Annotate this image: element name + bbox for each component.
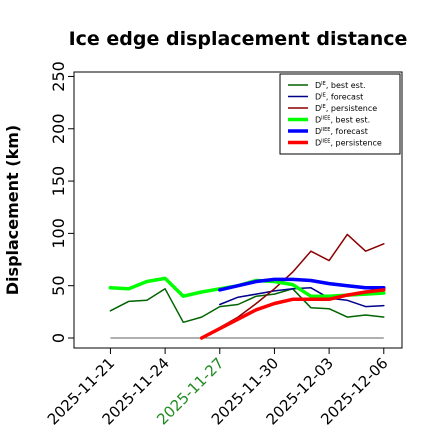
series-line (218, 277, 386, 292)
legend-entry: DIIEE, forecast (315, 127, 368, 136)
series-line (109, 288, 385, 324)
plot-frame (73, 71, 403, 349)
legend: DIE, best est. DIE, forecast DIE, persiste… (279, 73, 401, 155)
series-line (108, 276, 386, 298)
y-tick-label: 100 (49, 218, 68, 249)
legend-entry: DIIEE, persistence (315, 139, 382, 148)
series-line (219, 287, 385, 308)
series-line (199, 288, 386, 340)
chart-title: Ice edge displacement distance (69, 28, 408, 50)
y-tick-label: 150 (49, 166, 68, 197)
legend-entry: DIE, persistence (315, 104, 377, 113)
y-tick-label: 0 (49, 333, 68, 343)
y-tick-label: 250 (49, 61, 68, 92)
legend-box (279, 73, 401, 155)
legend-entry: DIE, forecast (315, 93, 363, 102)
y-axis-label: Displacement (km) (3, 125, 22, 295)
y-tick-label: 50 (49, 276, 68, 296)
y-tick-label: 200 (49, 113, 68, 144)
legend-entry: DIIEE, best est. (315, 116, 370, 125)
legend-entry: DIE, best est. (315, 81, 366, 90)
